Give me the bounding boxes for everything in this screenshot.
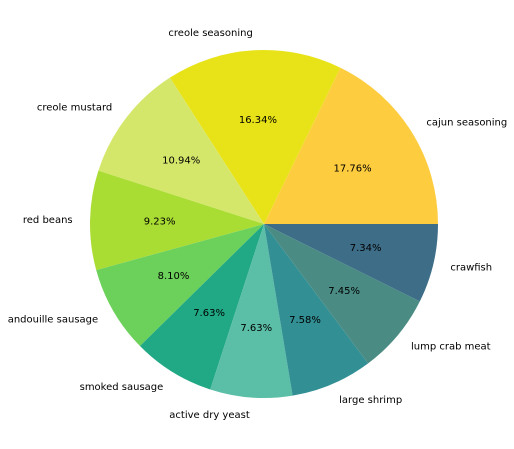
slice-label-large-shrimp: large shrimp [339,395,402,406]
pie-labels: cajun seasoning 17.76% creole seasoning 16.… [8,28,508,421]
slice-label-lump-crab-meat: lump crab meat [411,342,491,353]
pie-slice-red-beans [90,170,265,271]
pie-slice-active-dry-yeast [210,224,293,399]
slice-percent-lump-crab-meat: 7.45% [328,286,360,297]
pie-slice-creole-mustard [98,77,264,224]
slice-percent-andouille-sausage: 8.10% [158,271,190,282]
pie-slice-cajun-seasoning [264,67,438,225]
pie-slice-large-shrimp [264,224,369,396]
slice-percent-crawfish: 7.34% [350,243,382,254]
pie-slice-lump-crab-meat [264,224,420,364]
slice-label-creole-seasoning: creole seasoning [168,28,252,39]
slice-percent-red-beans: 9.23% [144,217,176,228]
slice-percent-active-dry-yeast: 7.63% [240,323,272,334]
slice-percent-creole-mustard: 10.94% [162,155,200,166]
pie-slice-crawfish [264,224,438,302]
slice-label-crawfish: crawfish [450,263,492,274]
slice-label-creole-mustard: creole mustard [37,102,112,113]
slice-percent-creole-seasoning: 16.34% [239,115,277,126]
pie-slice-andouille-sausage [96,224,264,347]
slice-label-cajun-seasoning: cajun seasoning [426,118,507,129]
slice-label-red-beans: red beans [23,215,73,226]
pie-slice-smoked-sausage [139,224,264,390]
pie-slice-creole-seasoning [169,50,341,224]
slice-label-active-dry-yeast: active dry yeast [169,410,250,421]
slice-label-andouille-sausage: andouille sausage [8,315,98,326]
slice-percent-smoked-sausage: 7.63% [193,308,225,319]
slice-percent-large-shrimp: 7.58% [289,315,321,326]
slice-label-smoked-sausage: smoked sausage [80,382,164,393]
pie-slices [90,50,438,399]
slice-percent-cajun-seasoning: 17.76% [333,164,371,175]
